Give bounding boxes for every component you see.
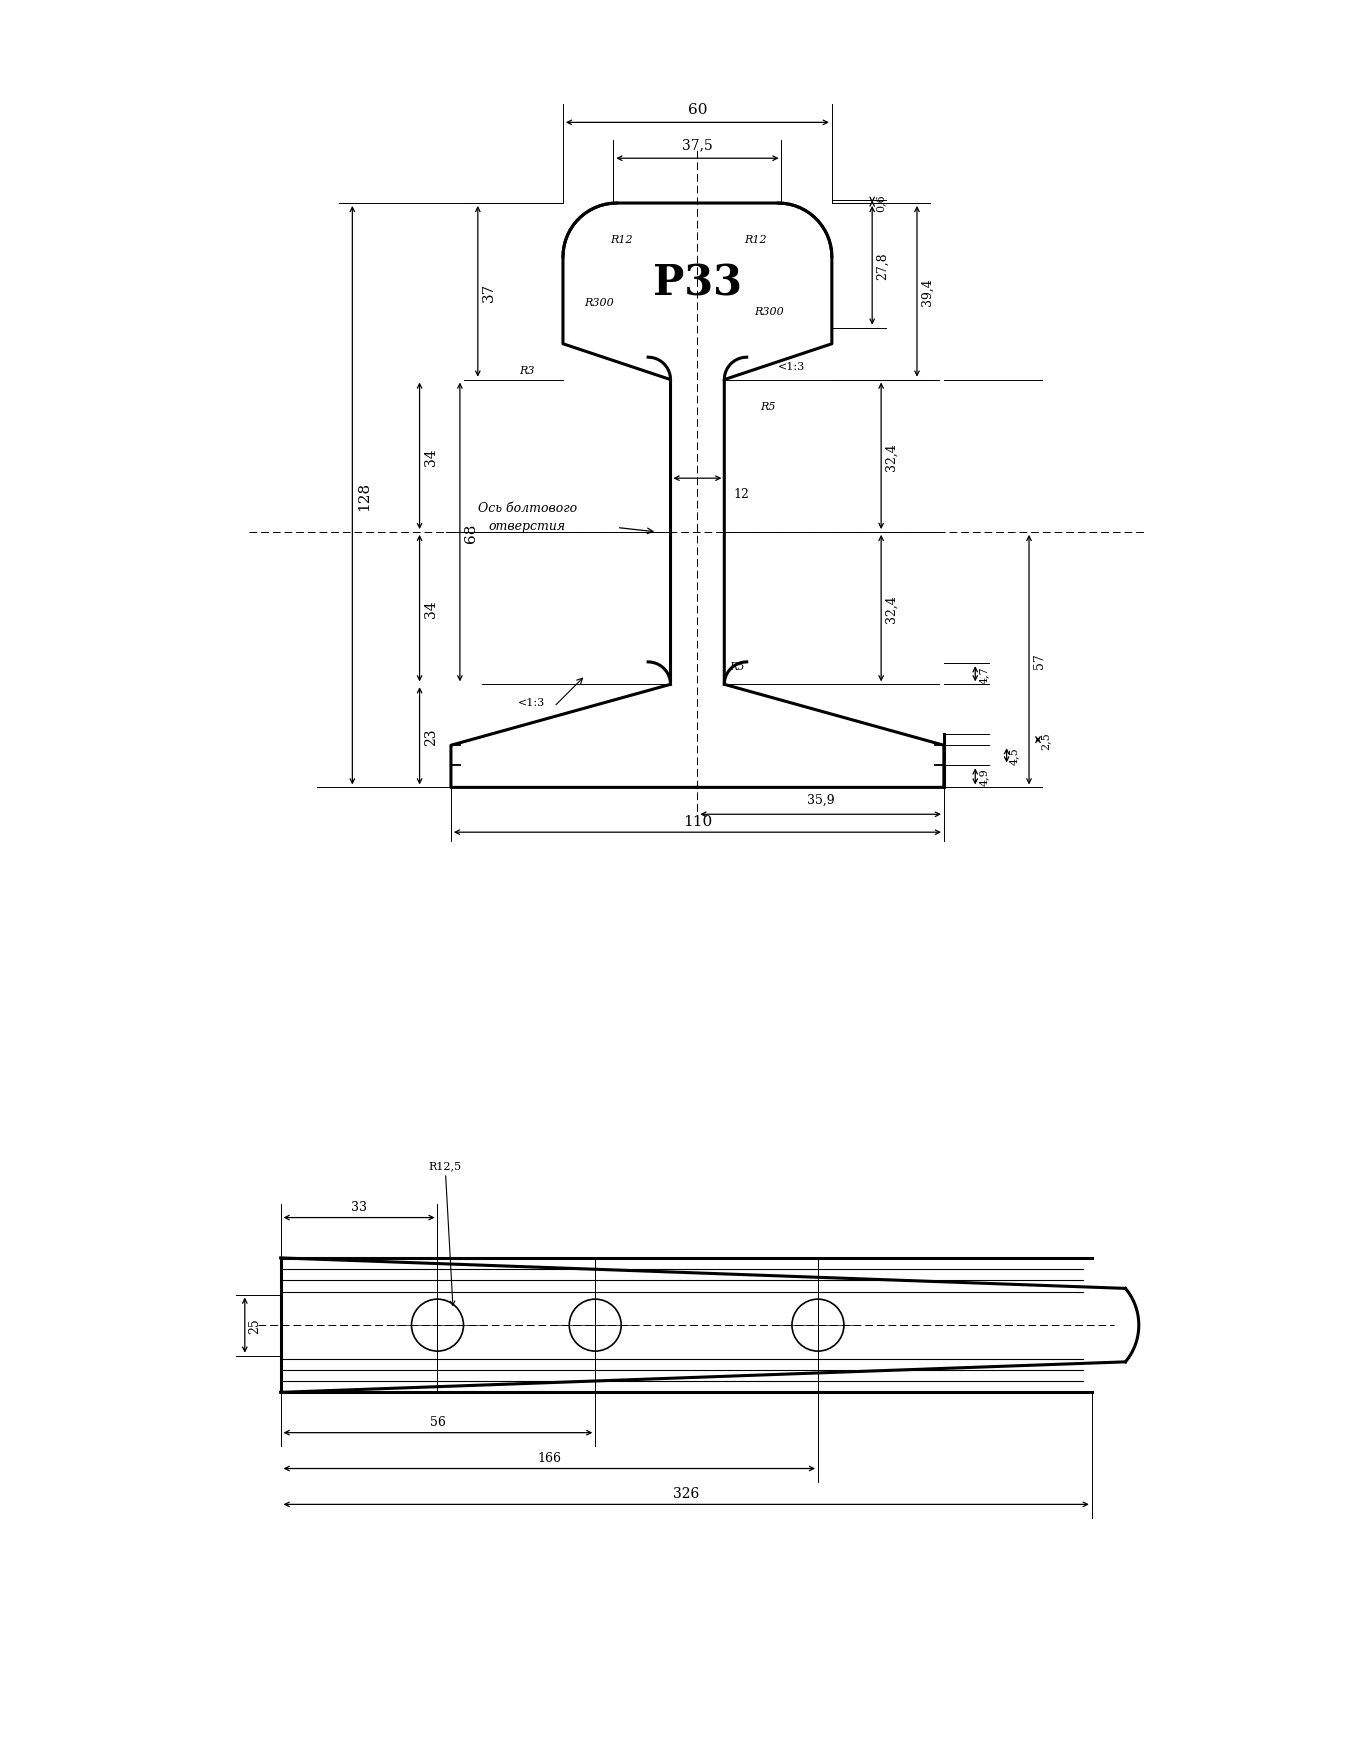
Text: 32,4: 32,4	[884, 595, 898, 623]
Text: R12,5: R12,5	[428, 1160, 462, 1306]
Text: 34: 34	[424, 600, 437, 618]
Text: 34: 34	[424, 448, 437, 465]
Text: R300: R300	[585, 297, 614, 307]
Text: R300: R300	[755, 307, 784, 316]
Text: 110: 110	[683, 814, 711, 828]
Text: отверстия: отверстия	[489, 519, 566, 534]
Text: 25: 25	[248, 1318, 262, 1334]
Text: 4,9: 4,9	[979, 769, 988, 786]
Text: <1:3: <1:3	[778, 362, 806, 372]
Text: R12: R12	[744, 235, 767, 244]
Text: 56: 56	[431, 1415, 446, 1429]
Text: 0,6: 0,6	[876, 193, 886, 211]
Text: 23: 23	[424, 728, 437, 746]
Text: 33: 33	[351, 1200, 367, 1213]
Text: 57: 57	[1033, 653, 1046, 669]
Text: 68: 68	[464, 523, 478, 542]
Text: 35,9: 35,9	[807, 793, 834, 806]
Text: R5: R5	[729, 662, 744, 672]
Text: 32,4: 32,4	[884, 442, 898, 470]
Text: Р33: Р33	[653, 261, 742, 304]
Text: R12: R12	[610, 235, 633, 244]
Text: 60: 60	[687, 102, 707, 116]
Text: 37,5: 37,5	[682, 139, 713, 153]
Text: R5: R5	[760, 402, 776, 412]
Text: 2,5: 2,5	[1041, 732, 1050, 749]
Text: 326: 326	[674, 1486, 699, 1501]
Text: R3: R3	[520, 365, 535, 376]
Text: 4,5: 4,5	[1008, 748, 1019, 765]
Text: 128: 128	[356, 481, 371, 511]
Text: 166: 166	[537, 1451, 562, 1464]
Text: 37: 37	[482, 283, 497, 302]
Text: 39,4: 39,4	[921, 279, 934, 305]
Text: <1:3: <1:3	[518, 698, 545, 707]
Text: Ось болтового: Ось болтового	[478, 502, 576, 514]
Text: 4,7: 4,7	[979, 665, 988, 683]
Text: 12: 12	[733, 488, 749, 500]
Text: 27,8: 27,8	[876, 253, 888, 281]
